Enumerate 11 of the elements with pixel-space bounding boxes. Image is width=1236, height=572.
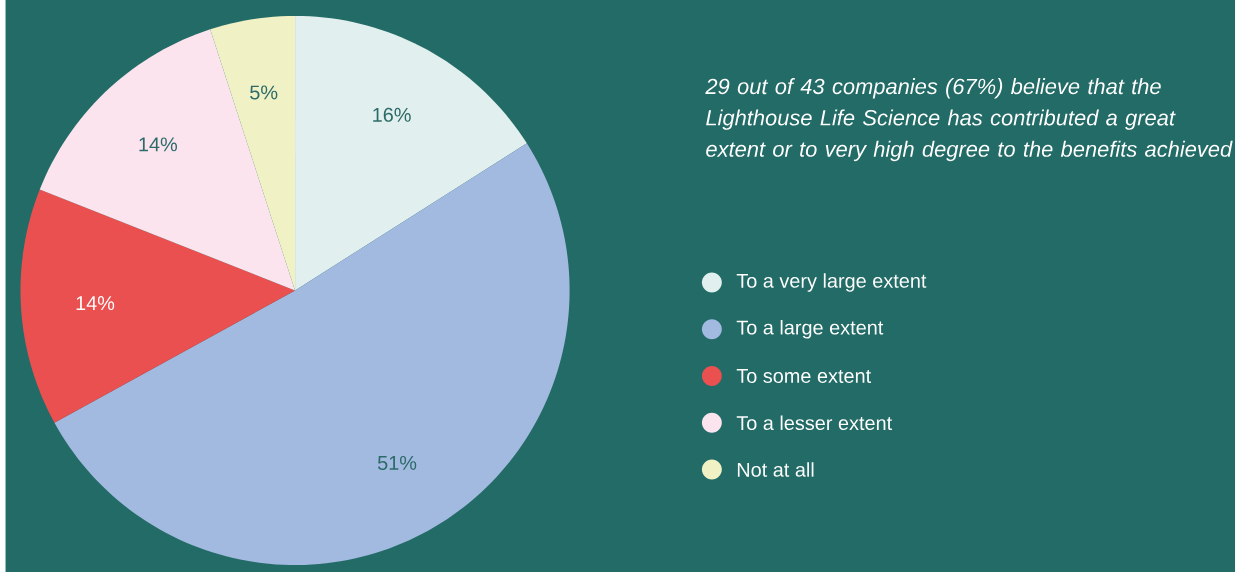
data-label: 16% <box>373 107 411 122</box>
legend-label: Not at all <box>737 462 814 477</box>
legend-label: To a very large extent <box>736 273 927 292</box>
data-label: 5% <box>250 85 278 100</box>
legend-label: To some extent <box>736 369 872 383</box>
data-label: 14% <box>139 137 178 152</box>
data-label: 14% <box>76 296 115 311</box>
legend-label: To a lesser extent <box>736 415 893 431</box>
legend-label: To a large extent <box>736 320 884 339</box>
data-label: 51% <box>377 456 417 470</box>
text: 29 out of 43 companies (67%) believe that the Lighthouse Life Science has contributed a great extent or to very high degree to the benefits achieved <box>705 78 1233 162</box>
